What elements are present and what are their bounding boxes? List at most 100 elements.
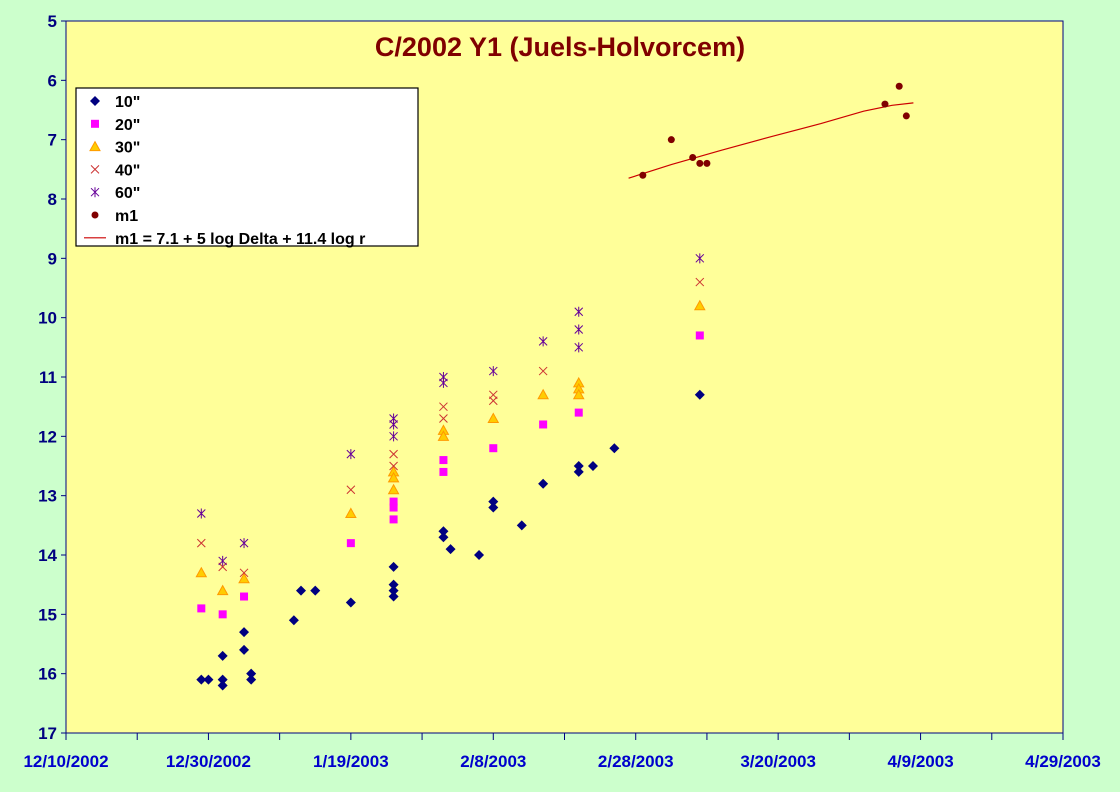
point-diamond	[203, 674, 214, 685]
y-tick-label: 11	[39, 368, 57, 387]
y-tick-label: 10	[38, 309, 57, 328]
point-diamond	[246, 668, 257, 679]
point-star	[239, 538, 249, 549]
point-diamond	[488, 496, 499, 507]
point-square	[389, 503, 398, 512]
point-square	[489, 444, 498, 453]
point-diamond	[516, 520, 527, 531]
point-x	[196, 538, 206, 548]
point-diamond	[474, 550, 485, 560]
series-triangle	[195, 299, 706, 596]
x-tick-label: 2/28/2003	[598, 752, 674, 771]
point-circle	[696, 159, 704, 167]
point-x	[439, 414, 448, 423]
point-circle	[703, 159, 711, 167]
legend-label: 60"	[115, 185, 140, 202]
data-marks	[195, 82, 914, 691]
point-diamond	[217, 650, 228, 661]
y-tick-label: 13	[38, 487, 57, 506]
point-star	[538, 336, 548, 347]
point-diamond	[90, 96, 100, 106]
series-x	[196, 277, 705, 578]
point-square	[218, 610, 227, 619]
y-tick-label: 8	[48, 190, 57, 209]
point-circle	[881, 100, 889, 108]
point-diamond	[288, 615, 299, 626]
x-tick-label: 1/19/2003	[313, 752, 389, 771]
legend-box	[75, 87, 419, 247]
y-tick-label: 6	[48, 71, 57, 90]
point-diamond	[388, 561, 399, 572]
point-x	[488, 396, 498, 406]
point-diamond	[388, 579, 399, 590]
point-star	[389, 419, 398, 430]
point-triangle	[89, 140, 101, 152]
point-circle	[667, 136, 675, 144]
point-square	[91, 119, 99, 128]
point-circle	[639, 171, 647, 179]
point-x	[346, 485, 356, 495]
point-star	[574, 324, 584, 335]
x-tick-label: 12/30/2002	[166, 752, 251, 771]
point-diamond	[388, 585, 399, 596]
point-star	[218, 555, 228, 566]
series-diamond	[196, 389, 705, 691]
point-x	[389, 449, 398, 459]
point-star	[346, 449, 356, 460]
point-diamond	[573, 466, 584, 477]
point-diamond	[438, 532, 449, 543]
y-tick-label: 17	[38, 724, 57, 743]
point-diamond	[239, 644, 250, 655]
legend-label: m1	[115, 208, 138, 225]
point-square	[574, 408, 583, 417]
y-tick-label: 15	[38, 605, 57, 624]
point-diamond	[609, 443, 620, 454]
point-triangle	[387, 471, 400, 483]
y-tick-label: 12	[38, 427, 57, 446]
series-square	[197, 331, 704, 619]
point-x	[90, 165, 100, 174]
point-x	[239, 568, 249, 578]
point-star	[90, 187, 100, 198]
y-axis: 5 6 7 8 9 10 11 12 13 14 15 16 17	[38, 12, 67, 743]
legend-label: m1 = 7.1 + 5 log Delta + 11.4 log r	[115, 231, 365, 248]
x-tick-label: 2/8/2003	[460, 752, 526, 771]
point-x	[695, 277, 705, 287]
point-diamond	[388, 591, 399, 602]
point-triangle	[238, 572, 250, 584]
point-triangle	[537, 388, 549, 400]
series-circle	[639, 82, 910, 179]
y-tick-label: 9	[48, 249, 57, 268]
point-x	[439, 402, 448, 412]
point-diamond	[246, 674, 257, 685]
x-tick-label: 4/29/2003	[1025, 752, 1101, 771]
point-triangle	[437, 430, 450, 441]
point-diamond	[438, 526, 449, 537]
point-triangle	[487, 412, 500, 424]
point-square	[439, 456, 448, 465]
point-diamond	[488, 502, 499, 513]
point-x	[389, 461, 398, 471]
point-circle	[689, 153, 697, 161]
point-diamond	[217, 680, 228, 691]
x-tick-label: 12/10/2002	[23, 752, 108, 771]
legend-label: 30"	[115, 140, 140, 157]
point-diamond	[445, 544, 456, 555]
point-square	[695, 331, 704, 340]
point-star	[439, 377, 448, 388]
legend-label: 10"	[115, 94, 140, 111]
x-tick-label: 3/20/2003	[740, 752, 816, 771]
legend: 10" 20" 30" 40" 60" m1 m1 = 7.1 + 5 log Delta …	[75, 87, 419, 248]
point-star	[196, 508, 206, 519]
point-square	[346, 539, 355, 548]
point-star	[574, 342, 584, 353]
point-square	[539, 420, 548, 429]
point-star	[389, 431, 398, 442]
point-square	[389, 497, 398, 506]
y-tick-label: 16	[38, 665, 57, 684]
point-square	[439, 467, 448, 476]
point-diamond	[196, 674, 207, 685]
point-diamond	[310, 585, 321, 596]
point-diamond	[239, 627, 250, 638]
point-diamond	[538, 478, 549, 489]
